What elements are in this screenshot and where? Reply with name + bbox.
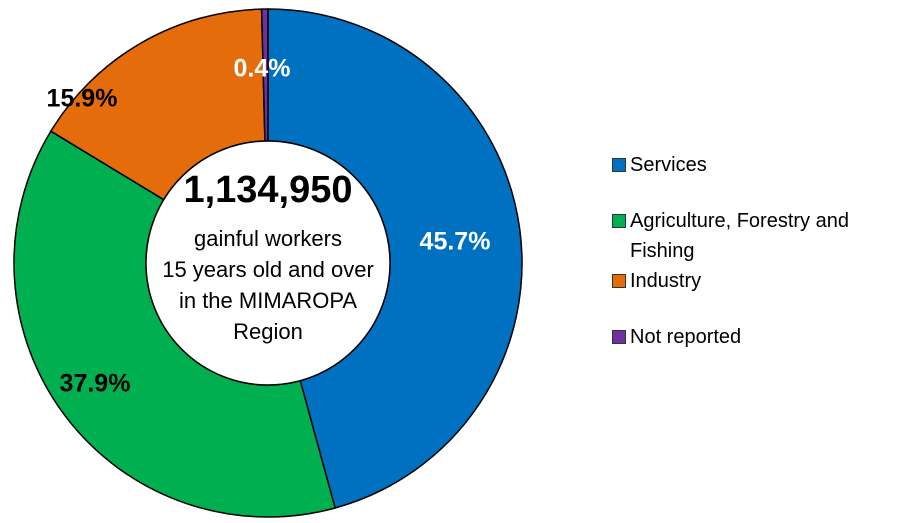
legend-swatch [612,158,626,172]
legend: Services Agriculture, Forestry and Fishin… [612,150,902,352]
center-circle [145,140,391,386]
data-label: 37.9% [60,370,131,398]
data-label: 45.7% [420,228,491,256]
center-label: gainful workers [194,226,342,251]
legend-entry: Not reported [612,322,902,352]
center-label: Region [233,319,303,344]
legend-label: Industry [630,270,702,292]
legend-swatch [612,274,626,288]
legend-label: Agriculture, Forestry and Fishing [630,210,849,262]
legend-entry: Industry [612,266,902,296]
legend-label: Services [630,154,707,176]
center-value: 1,134,950 [183,169,352,211]
data-label: 0.4% [234,55,291,83]
legend-entry: Services [612,150,902,180]
data-label: 15.9% [47,85,118,113]
legend-swatch [612,214,626,228]
legend-swatch [612,330,626,344]
legend-entry: Agriculture, Forestry and Fishing [612,206,902,266]
center-label: 15 years old and over [162,257,374,282]
center-label: in the MIMAROPA [179,288,357,313]
legend-label: Not reported [630,326,742,348]
